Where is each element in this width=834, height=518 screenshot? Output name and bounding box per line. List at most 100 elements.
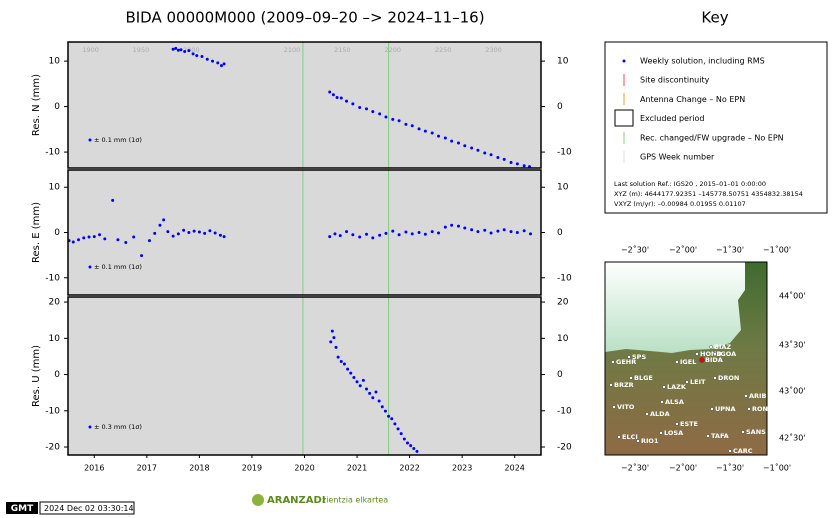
data-point <box>82 236 86 240</box>
map-station-label: LEIT <box>690 378 706 386</box>
data-point <box>171 234 175 238</box>
map-station <box>617 435 621 439</box>
data-point <box>208 229 212 233</box>
data-point <box>383 409 387 413</box>
data-point <box>496 229 500 233</box>
data-point <box>191 52 195 56</box>
y-tick-label-right: 10 <box>557 334 569 344</box>
data-point <box>399 432 403 436</box>
data-point <box>509 161 513 165</box>
data-point <box>174 46 178 50</box>
map-station <box>747 407 751 411</box>
data-point <box>365 232 369 236</box>
data-point <box>417 127 421 131</box>
data-point <box>450 139 454 143</box>
data-point <box>402 437 406 441</box>
map-lon-label: −1˚00' <box>763 245 791 255</box>
data-point <box>211 59 215 63</box>
annotation: ± 0.3 mm (1σ) <box>94 423 142 431</box>
map-station <box>741 430 745 434</box>
data-point <box>404 230 408 234</box>
plot-frame <box>67 169 542 296</box>
data-point <box>336 355 340 359</box>
map-station-label: GEHR <box>616 358 636 366</box>
data-point <box>377 399 381 403</box>
plot-background <box>68 42 541 168</box>
map-station-label: LAZK <box>667 383 687 391</box>
gmt-logo <box>6 502 38 514</box>
data-point <box>509 230 513 234</box>
x-tick-label: 2020 <box>294 464 314 473</box>
charts: 1900 1950 2000 2100 2150 2200 2250 2300-10 -100 0… <box>31 41 572 473</box>
data-point <box>153 231 157 235</box>
map-station-label: ALSA <box>665 398 684 406</box>
org-subtitle: zientzia elkartea <box>322 496 388 505</box>
key-entry: Excluded period <box>640 114 704 123</box>
data-point <box>187 231 191 234</box>
data-point <box>197 230 201 234</box>
data-point <box>334 345 338 349</box>
y-axis-label: Res. E (mm) <box>31 202 42 263</box>
data-point <box>396 427 400 431</box>
map-lat-label: 44˚00' <box>779 291 806 301</box>
map-station-label: CARC <box>733 447 753 455</box>
data-point <box>349 371 353 375</box>
map-station-label: SPS <box>632 353 646 361</box>
data-point <box>483 228 487 232</box>
x-tick-label: 2019 <box>242 464 262 473</box>
key-entry: Weekly solution, including RMS <box>640 57 765 66</box>
annotation-dot <box>88 265 92 269</box>
map-station <box>660 400 664 404</box>
x-tick-label: 2017 <box>137 464 157 473</box>
map-station <box>609 383 613 387</box>
data-point <box>328 90 332 94</box>
data-point <box>374 390 378 394</box>
solution-line: VXYZ (m/yr): –0.00984 0.01955 0.01107 <box>614 200 746 208</box>
y-tick-label: 10 <box>49 334 61 344</box>
map-station-label: BLGE <box>634 374 653 382</box>
data-point <box>384 115 388 119</box>
map-station-label: VITO <box>617 403 635 411</box>
data-point <box>365 387 369 391</box>
map-station <box>636 439 640 443</box>
key-symbol <box>614 109 634 127</box>
data-point <box>365 107 369 111</box>
data-point <box>522 229 526 233</box>
data-point <box>176 232 180 236</box>
data-point <box>502 157 506 161</box>
data-point <box>368 391 372 395</box>
map-station-label: LOSA <box>664 429 683 437</box>
key-entry: Rec. changed/FW upgrade – No EPN <box>640 133 784 142</box>
data-point <box>380 405 384 409</box>
map-lon-label: −2˚00' <box>669 245 697 255</box>
map-station <box>612 405 616 409</box>
map-station-label: BIDA <box>705 356 723 364</box>
map-frame <box>604 261 768 456</box>
data-point <box>176 48 180 52</box>
data-point <box>393 422 397 426</box>
data-point <box>371 110 375 114</box>
map-station <box>695 352 699 356</box>
map-lon-label: −2˚30' <box>621 463 649 473</box>
annotation: ± 0.1 mm (1σ) <box>94 136 142 144</box>
y-tick-label-right: -10 <box>557 406 572 416</box>
map-station <box>713 352 717 356</box>
data-point <box>387 414 391 418</box>
data-point <box>182 228 186 232</box>
timestamp: 2024 Dec 02 03:30:14 <box>44 504 134 513</box>
y-tick-label-right: 10 <box>557 57 569 67</box>
data-point <box>443 136 447 140</box>
data-point <box>331 93 335 97</box>
data-point <box>437 231 441 235</box>
map-lat-label: 43˚30' <box>779 340 806 350</box>
data-point <box>384 231 388 235</box>
data-point <box>339 360 343 364</box>
data-point <box>437 134 441 138</box>
y-tick-label-right: -10 <box>557 273 572 283</box>
data-point <box>183 50 187 54</box>
data-point <box>463 226 467 230</box>
data-point <box>450 223 454 227</box>
y-tick-label: 20 <box>49 298 61 308</box>
data-point <box>397 233 401 237</box>
